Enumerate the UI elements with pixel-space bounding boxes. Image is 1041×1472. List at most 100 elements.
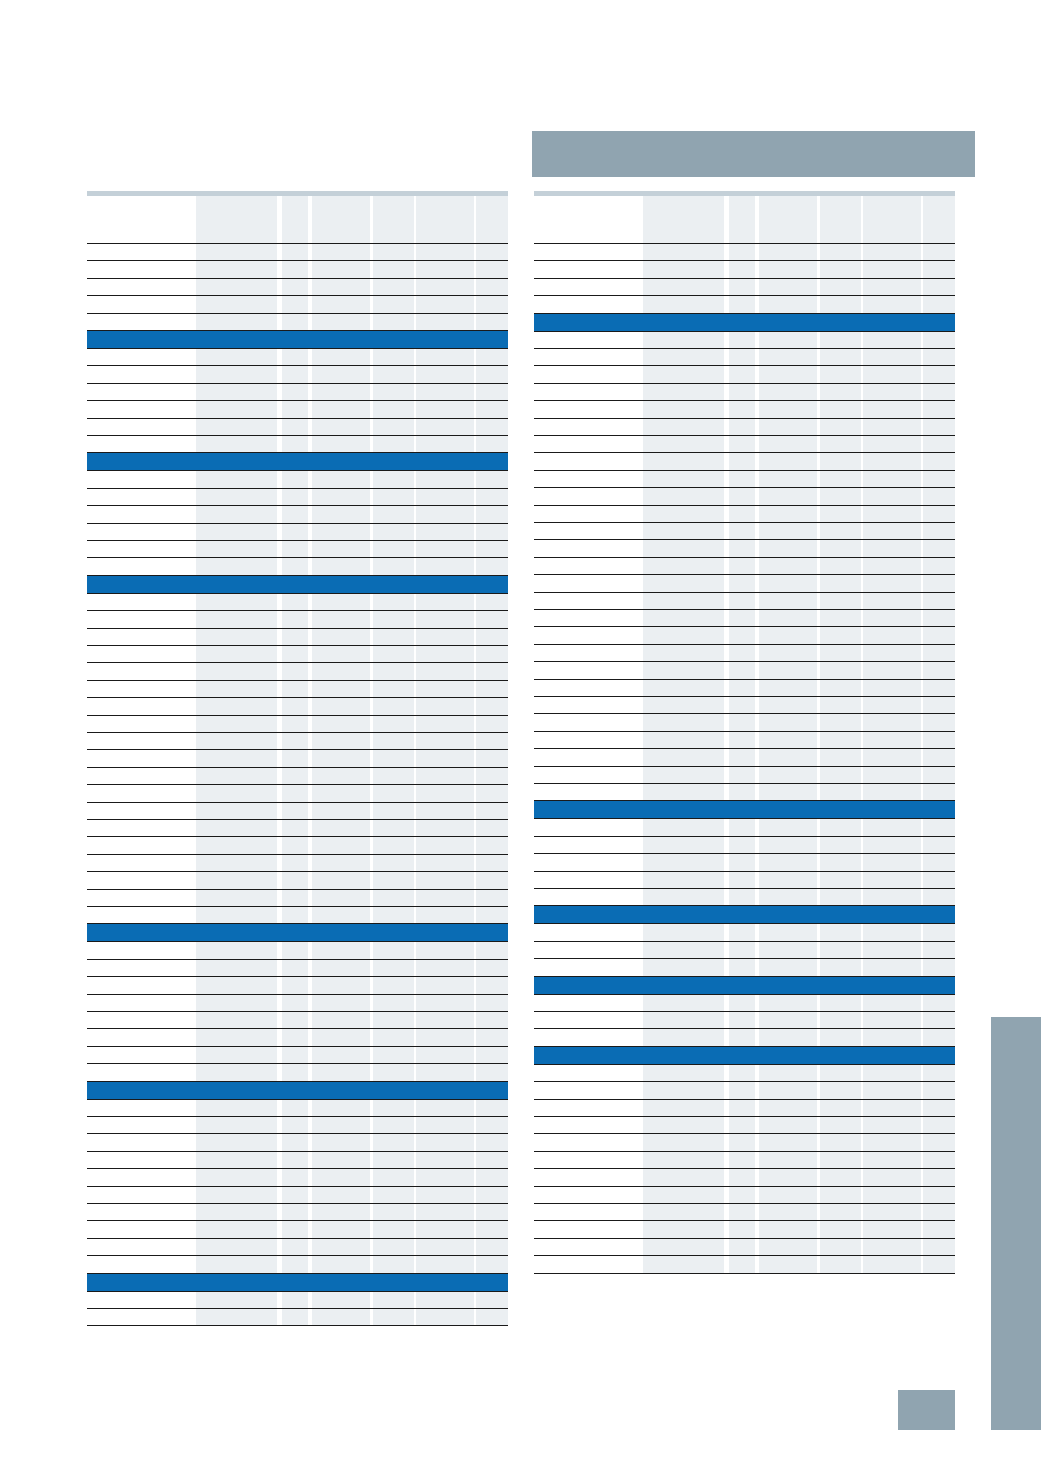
table-row — [87, 1309, 508, 1327]
table-row — [534, 575, 955, 593]
table-row — [534, 1134, 955, 1152]
table-row — [87, 279, 508, 297]
table-row — [534, 540, 955, 558]
table-row — [534, 1029, 955, 1047]
table-row — [87, 349, 508, 367]
table-row — [534, 506, 955, 523]
table-row — [87, 594, 508, 612]
table-row — [534, 523, 955, 541]
table-row — [87, 1134, 508, 1152]
table-row — [534, 349, 955, 367]
table-row — [87, 629, 508, 646]
table-row — [87, 907, 508, 925]
table-row — [534, 1082, 955, 1100]
section-header-band — [87, 575, 508, 594]
table-row — [87, 1117, 508, 1135]
table-header-row — [87, 191, 508, 244]
table-row — [87, 820, 508, 838]
left-table — [87, 191, 508, 1327]
table-row — [534, 872, 955, 889]
table-row — [534, 558, 955, 576]
column-shade-5 — [416, 196, 474, 1327]
table-row — [87, 384, 508, 402]
right-table — [534, 191, 955, 1274]
table-row — [534, 959, 955, 977]
title-bar — [532, 131, 975, 177]
table-row — [87, 1029, 508, 1047]
table-row — [87, 314, 508, 331]
section-header-band — [534, 906, 955, 925]
table-row — [534, 471, 955, 489]
table-row — [87, 471, 508, 489]
table-row — [534, 732, 955, 750]
table-row — [534, 837, 955, 855]
table-row — [534, 366, 955, 384]
table-row — [87, 750, 508, 768]
section-header-band — [87, 924, 508, 943]
table-row — [534, 889, 955, 907]
table-row — [87, 646, 508, 664]
table-top-rule — [534, 191, 955, 196]
table-row — [87, 1221, 508, 1239]
table-row — [87, 716, 508, 733]
table-row — [534, 488, 955, 506]
table-row — [87, 366, 508, 384]
table-row — [534, 942, 955, 960]
table-row — [87, 244, 508, 262]
table-row — [87, 1012, 508, 1030]
table-row — [534, 1187, 955, 1204]
section-header-band — [534, 976, 955, 995]
table-row — [87, 960, 508, 978]
table-row — [87, 436, 508, 454]
table-row — [534, 1100, 955, 1117]
table-row — [534, 1065, 955, 1083]
table-row — [534, 384, 955, 402]
table-row — [534, 714, 955, 732]
table-row — [87, 1187, 508, 1204]
column-shade-5 — [863, 196, 921, 1274]
section-header-band — [87, 453, 508, 472]
table-row — [534, 436, 955, 454]
table-top-rule — [87, 191, 508, 196]
section-header-band — [87, 1081, 508, 1100]
column-shade-4 — [373, 196, 414, 1327]
table-row — [534, 680, 955, 697]
table-row — [87, 1047, 508, 1065]
section-header-band — [534, 801, 955, 820]
table-row — [534, 662, 955, 680]
table-row — [534, 924, 955, 942]
table-row — [534, 749, 955, 767]
table-row — [534, 610, 955, 628]
table-row — [87, 768, 508, 786]
table-row — [87, 681, 508, 699]
table-row — [87, 419, 508, 436]
table-row — [87, 890, 508, 907]
column-shade-6 — [476, 196, 508, 1327]
page-number-box — [898, 1390, 955, 1430]
column-shade-3 — [759, 196, 817, 1274]
column-shade-6 — [923, 196, 955, 1274]
table-row — [534, 627, 955, 645]
table-row — [534, 1256, 955, 1274]
table-row — [87, 663, 508, 681]
side-tab — [991, 1017, 1041, 1430]
table-row — [87, 995, 508, 1012]
table-row — [87, 1169, 508, 1187]
table-row — [534, 419, 955, 436]
table-row — [87, 1204, 508, 1222]
table-row — [534, 279, 955, 297]
table-row — [534, 1152, 955, 1170]
table-row — [87, 558, 508, 576]
section-header-band — [87, 1273, 508, 1292]
column-shade-2 — [729, 196, 755, 1274]
table-row — [534, 296, 955, 314]
table-row — [87, 803, 508, 820]
table-row — [87, 1064, 508, 1082]
table-row — [87, 524, 508, 541]
column-shade-3 — [312, 196, 370, 1327]
table-row — [87, 296, 508, 314]
table-row — [87, 698, 508, 716]
table-row — [534, 819, 955, 837]
table-row — [534, 1239, 955, 1257]
table-row — [534, 401, 955, 419]
